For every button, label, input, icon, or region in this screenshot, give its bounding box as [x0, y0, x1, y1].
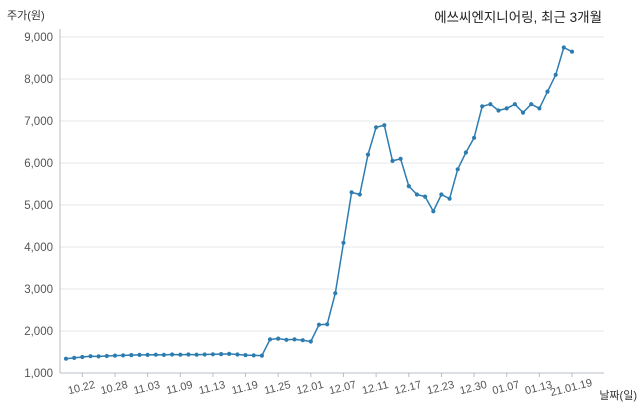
data-point-marker [496, 108, 501, 113]
data-point-marker [276, 336, 281, 341]
data-point-marker [537, 106, 542, 111]
x-tick-label: 11.09 [165, 379, 194, 397]
data-point-marker [121, 353, 126, 358]
data-point-marker [569, 49, 575, 54]
data-point-marker [463, 150, 468, 155]
data-point-marker [529, 102, 534, 107]
data-point-marker [129, 353, 134, 358]
data-point-marker [219, 352, 224, 357]
data-point-marker [365, 152, 371, 157]
data-point-marker [472, 135, 477, 140]
data-point-marker [80, 354, 85, 360]
data-point-marker [292, 337, 297, 342]
y-tick-label: 1,000 [24, 368, 53, 380]
data-point-marker [284, 337, 289, 342]
data-point-marker [439, 192, 444, 197]
data-point-marker [104, 353, 109, 359]
x-tick-label: 11.03 [132, 379, 161, 397]
data-point-marker [259, 353, 264, 358]
x-tick-label: 12.30 [459, 379, 489, 397]
x-tick-label: 11.25 [263, 379, 292, 397]
x-tick-label: 12.23 [426, 379, 456, 397]
data-point-marker [88, 354, 93, 359]
data-point-marker [455, 167, 460, 172]
x-tick-label: 11.13 [198, 379, 227, 397]
data-point-marker [96, 354, 101, 359]
chart-title: 에쓰씨엔지니어링, 최근 3개월 [434, 10, 602, 25]
data-point-marker [178, 352, 183, 357]
x-tick-label: 21.01.19 [549, 377, 593, 399]
price-line [65, 46, 573, 360]
data-point-marker [357, 192, 362, 197]
data-point-marker [161, 352, 166, 357]
data-point-marker [316, 322, 322, 327]
y-tick-label: 3,000 [24, 284, 53, 296]
data-point-marker [267, 337, 273, 342]
data-point-marker [227, 351, 232, 356]
data-point-marker [308, 339, 313, 344]
data-point-marker [112, 353, 118, 358]
data-point-marker [210, 352, 215, 357]
data-point-marker [431, 209, 436, 214]
x-tick-label: 12.17 [393, 379, 423, 397]
x-tick-label: 11.19 [230, 379, 259, 397]
data-point-marker [325, 322, 330, 327]
data-point-marker [194, 352, 199, 357]
data-point-marker [414, 192, 419, 197]
y-tick-label: 5,000 [24, 200, 53, 212]
data-point-marker [398, 156, 403, 161]
x-tick-label: 10.22 [67, 379, 97, 397]
data-point-marker [447, 196, 452, 201]
x-tick-label: 12.11 [361, 379, 390, 397]
data-point-marker [512, 102, 518, 107]
y-tick-label: 8,000 [24, 74, 53, 86]
y-axis-title: 주가(원) [7, 10, 45, 22]
data-point-marker [374, 125, 379, 130]
x-tick-label: 12.01 [295, 379, 325, 397]
data-point-marker [202, 352, 207, 357]
data-point-marker [137, 352, 142, 357]
y-tick-label: 9,000 [24, 32, 53, 44]
data-point-marker [170, 352, 175, 357]
x-axis-title: 날짜(일) [599, 390, 637, 402]
data-point-marker [480, 104, 485, 109]
data-point-marker [153, 352, 158, 357]
data-point-marker [235, 352, 240, 357]
y-tick-label: 6,000 [24, 158, 53, 170]
y-tick-label: 2,000 [24, 326, 53, 338]
data-point-marker [349, 190, 354, 195]
data-point-marker [545, 89, 550, 94]
data-point-marker [504, 106, 509, 111]
data-point-marker [488, 102, 493, 107]
data-point-marker [390, 158, 395, 163]
data-point-marker [243, 353, 248, 358]
data-point-marker [341, 240, 346, 245]
data-point-marker [300, 338, 305, 343]
data-point-marker [333, 291, 338, 296]
data-point-marker [72, 355, 77, 360]
data-point-marker [251, 353, 256, 358]
data-point-marker [63, 356, 69, 361]
data-point-marker [553, 72, 558, 77]
data-point-marker [423, 194, 428, 199]
data-point-marker [406, 184, 411, 189]
data-point-marker [382, 123, 387, 128]
data-point-marker [561, 45, 566, 50]
x-tick-label: 12.07 [328, 379, 358, 397]
x-tick-label: 10.28 [99, 379, 129, 397]
y-tick-label: 7,000 [24, 116, 53, 128]
data-point-marker [145, 352, 150, 357]
data-point-marker [520, 110, 526, 115]
x-tick-label: 01.07 [491, 379, 521, 397]
data-point-marker [186, 352, 191, 357]
y-tick-label: 4,000 [24, 242, 53, 254]
